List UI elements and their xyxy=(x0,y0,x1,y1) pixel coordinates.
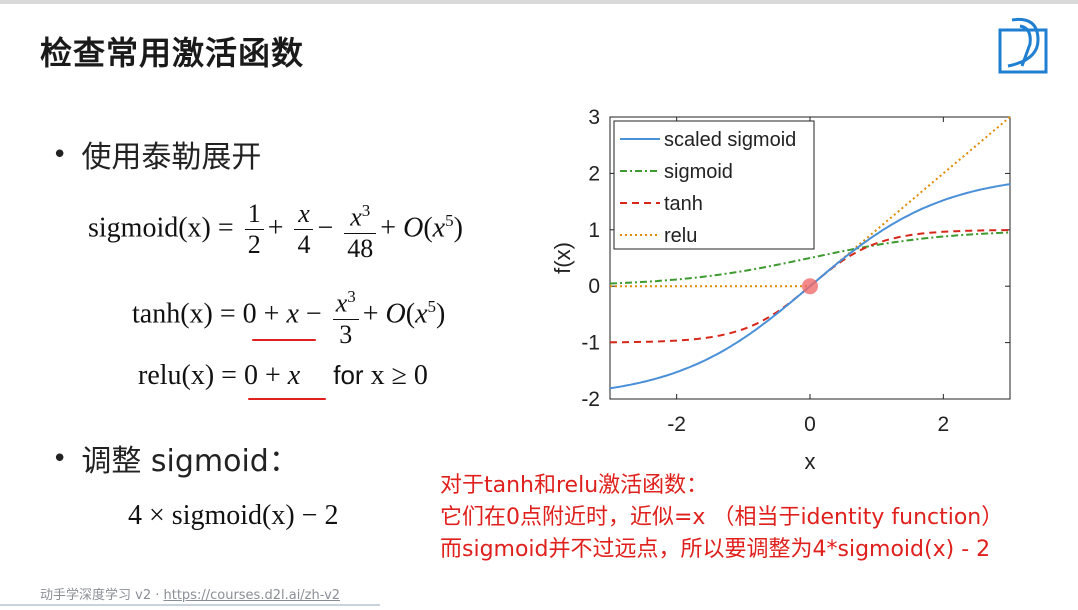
sigmoid-equation: sigmoid(x) = 1 2 + x 4− x3 48 + O(x5) xyxy=(88,196,463,264)
y-tick-label: 2 xyxy=(588,162,600,185)
series-line-tanh xyxy=(610,229,1010,344)
legend-box xyxy=(613,120,815,250)
footer-link[interactable]: https://courses.d2l.ai/zh-v2 xyxy=(163,588,341,603)
origin-marker xyxy=(802,278,818,295)
x-tick-label: 0 xyxy=(804,413,816,436)
fraction-x3-over-48: x3 48 xyxy=(344,196,377,264)
relu-underline xyxy=(248,398,326,400)
legend-label: relu xyxy=(664,225,697,247)
slide-title: 检查常用激活函数 xyxy=(40,34,305,72)
adjusted-sigmoid-equation: 4 × sigmoid(x) − 2 xyxy=(128,500,339,531)
y-tick-label: 0 xyxy=(588,275,600,298)
footer-divider xyxy=(0,604,380,606)
tanh-equation: tanh(x) = 0 + x − x3 3 + O(x5) xyxy=(132,282,445,350)
y-tick-label: -2 xyxy=(581,388,600,411)
sigmoid-lhs: sigmoid(x) = xyxy=(88,212,234,244)
bullet-taylor: • 使用泰勒展开 xyxy=(52,132,261,176)
bullet-dot: • xyxy=(52,140,68,170)
top-border xyxy=(0,0,1078,4)
relu-condition: x ≥ 0 xyxy=(370,360,428,391)
y-axis-label: f(x) xyxy=(550,242,575,274)
bullet-dot: • xyxy=(52,444,68,474)
note-line-1: 对于tanh和relu激活函数： xyxy=(440,473,709,498)
note-line-2: 它们在0点附近时，近似=x （相当于identity function） xyxy=(440,505,1004,530)
bullet-adjust-text: 调整 sigmoid： xyxy=(81,444,299,479)
bullet-taylor-text: 使用泰勒展开 xyxy=(81,140,262,175)
x-tick-label: -2 xyxy=(667,413,686,436)
relu-lhs: relu(x) = xyxy=(138,360,237,391)
x-tick-label: 2 xyxy=(937,413,949,436)
series-line-sigmoid xyxy=(609,231,1011,285)
footer: 动手学深度学习 v2 · https://courses.d2l.ai/zh-v… xyxy=(40,584,340,603)
fraction-x3-over-3: x3 3 xyxy=(332,282,359,350)
d2l-logo-icon xyxy=(998,17,1048,74)
note-line-3: 而sigmoid并不过远点，所以要调整为4*sigmoid(x) - 2 xyxy=(440,537,991,562)
activation-chart: -2 0 2 -2 -1 0 1 2 3 x f(x) scaled sigmoid sigmoid ta… xyxy=(550,106,1011,470)
relu-equation: relu(x) = 0 + x for x ≥ 0 xyxy=(138,360,428,391)
tanh-lhs: tanh(x) = xyxy=(132,298,236,330)
legend-label: scaled sigmoid xyxy=(664,129,796,151)
legend-label: tanh xyxy=(664,193,703,215)
footer-text: 动手学深度学习 v2 · xyxy=(40,588,164,603)
tanh-underline xyxy=(252,339,316,341)
y-tick-label: -1 xyxy=(581,332,600,355)
x-axis-label: x xyxy=(805,449,816,470)
legend-label: sigmoid xyxy=(664,161,733,183)
relu-for-word: for xyxy=(333,360,364,390)
y-tick-label: 1 xyxy=(588,219,600,242)
y-tick-label: 3 xyxy=(588,106,600,129)
annotation-note: 对于tanh和relu激活函数： 它们在0点附近时，近似=x （相当于ident… xyxy=(440,470,1003,566)
bullet-adjust: • 调整 sigmoid： xyxy=(52,436,299,480)
